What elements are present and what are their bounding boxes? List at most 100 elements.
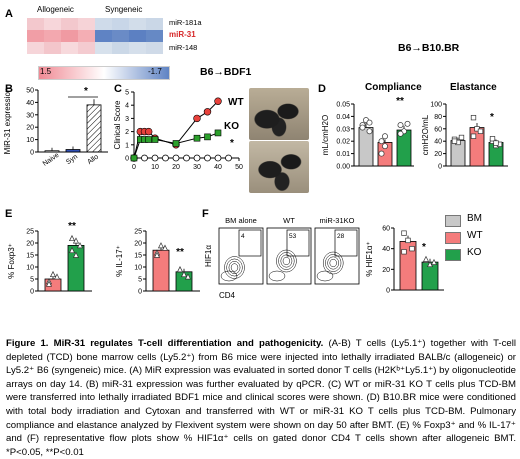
data-point-bm bbox=[141, 154, 148, 162]
flow-plot-title: miR-31KO bbox=[319, 216, 354, 225]
flow-contour bbox=[230, 263, 239, 272]
y-tick-label: 100 bbox=[430, 102, 442, 109]
significance-mark: ** bbox=[68, 221, 76, 232]
data-dot bbox=[68, 234, 76, 242]
data-point-bm bbox=[214, 154, 222, 162]
data-point-bm bbox=[204, 154, 211, 162]
y-tick-label: 5 bbox=[125, 90, 129, 97]
heatmap-row-label: miR-148 bbox=[169, 43, 198, 52]
legend: BM WT KO bbox=[445, 213, 515, 261]
bar bbox=[65, 149, 81, 153]
data-dot bbox=[76, 242, 84, 249]
data-dot bbox=[426, 260, 434, 268]
data-dot bbox=[470, 133, 477, 139]
x-tick-label: 40 bbox=[214, 164, 222, 171]
significance-mark: * bbox=[230, 138, 234, 149]
series-label-wt: WT bbox=[228, 97, 244, 108]
significance-mark: ** bbox=[176, 247, 184, 258]
flow-gate bbox=[334, 229, 358, 257]
y-tick-label: 20 bbox=[26, 241, 34, 248]
flow-contour bbox=[268, 270, 286, 282]
data-dot bbox=[405, 237, 411, 244]
data-point-ko bbox=[145, 136, 153, 143]
y-tick-label: 0.05 bbox=[336, 102, 350, 109]
data-dot bbox=[359, 124, 366, 131]
data-point-wt bbox=[214, 97, 222, 105]
compliance-title: Compliance bbox=[365, 82, 422, 93]
data-dot bbox=[366, 119, 373, 126]
flow-contour bbox=[327, 256, 340, 270]
heatmap-header-allogeneic: Allogeneic bbox=[37, 5, 74, 14]
data-point-ko bbox=[151, 136, 159, 143]
flow-gate bbox=[286, 229, 310, 257]
y-tick-label: 40 bbox=[434, 139, 442, 146]
y-tick-label: 2 bbox=[125, 129, 129, 136]
x-tick-label: 20 bbox=[172, 164, 180, 171]
legend-label: BM bbox=[467, 213, 482, 224]
flow-contour bbox=[316, 270, 334, 282]
y-tick-label: 40 bbox=[26, 100, 34, 107]
data-dot bbox=[366, 128, 373, 135]
y-axis-label: MiR-31 expression bbox=[3, 88, 12, 155]
x-tick-label: 0 bbox=[132, 164, 136, 171]
data-dot bbox=[489, 136, 496, 142]
legend-label: KO bbox=[467, 247, 482, 258]
data-dot bbox=[49, 270, 57, 278]
data-dot bbox=[180, 270, 188, 278]
significance-mark: * bbox=[422, 242, 426, 253]
legend-swatch bbox=[445, 232, 461, 244]
y-tick-label: 15 bbox=[26, 253, 34, 260]
scale-max-label: -1.7 bbox=[148, 67, 162, 76]
flow-plot-title: BM alone bbox=[225, 216, 257, 225]
legend-swatch bbox=[445, 249, 461, 261]
data-point-wt bbox=[144, 127, 153, 136]
y-tick-label: 0.00 bbox=[336, 164, 350, 171]
data-dot bbox=[451, 138, 458, 144]
y-tick-label: 1 bbox=[125, 142, 129, 149]
panel-b-chart: 0 10 20 30 40 50 Naive Syn Allo MiR-31 expression… bbox=[3, 86, 108, 168]
y-tick-label: 60 bbox=[434, 126, 442, 133]
data-dot bbox=[477, 128, 484, 134]
data-point-bm bbox=[183, 154, 190, 162]
y-tick-label: 5 bbox=[30, 277, 34, 284]
y-tick-label: 0.02 bbox=[336, 139, 350, 146]
bar bbox=[377, 142, 393, 167]
y-tick-label: 80 bbox=[434, 114, 442, 121]
panel-d-letter: D bbox=[318, 83, 326, 95]
panel-c-letter: C bbox=[114, 83, 122, 95]
data-dot bbox=[378, 138, 385, 145]
y-axis-label: % Foxp3⁺ bbox=[7, 243, 16, 279]
flow-contour bbox=[325, 254, 342, 272]
y-tick-label: 20 bbox=[382, 267, 390, 274]
flow-contour bbox=[228, 261, 241, 274]
x-tick-label: 50 bbox=[235, 164, 243, 171]
heatmap-row-label-highlight: miR-31 bbox=[169, 30, 196, 39]
flow-contour bbox=[322, 251, 344, 275]
y-tick-label: 0.01 bbox=[336, 151, 350, 158]
flow-contour bbox=[224, 256, 245, 279]
y-tick-label: 40 bbox=[382, 246, 390, 253]
data-point-ko bbox=[214, 129, 222, 137]
y-tick-label: 25 bbox=[134, 229, 142, 236]
data-dot bbox=[458, 134, 465, 141]
data-point-bm bbox=[151, 154, 159, 162]
data-point-wt bbox=[193, 114, 201, 123]
data-dot bbox=[382, 133, 388, 140]
flow-x-axis-label: CD4 bbox=[219, 291, 236, 300]
data-dot bbox=[397, 122, 404, 129]
significance-mark: * bbox=[84, 86, 88, 97]
legend-label: WT bbox=[467, 230, 483, 241]
panel-e-letter: E bbox=[5, 208, 13, 220]
x-tick-label: Naive bbox=[42, 152, 61, 168]
data-dot bbox=[72, 251, 80, 258]
data-dot bbox=[184, 273, 192, 280]
data-dot bbox=[401, 249, 407, 255]
y-tick-label: 10 bbox=[26, 137, 34, 144]
heatmap-color-scale bbox=[38, 66, 170, 80]
flow-contour bbox=[220, 270, 238, 282]
elastance-title: Elastance bbox=[450, 82, 497, 93]
panel-a-letter: A bbox=[5, 8, 13, 20]
flow-plot-title: WT bbox=[283, 216, 295, 225]
series-label-ko: KO bbox=[224, 121, 239, 132]
